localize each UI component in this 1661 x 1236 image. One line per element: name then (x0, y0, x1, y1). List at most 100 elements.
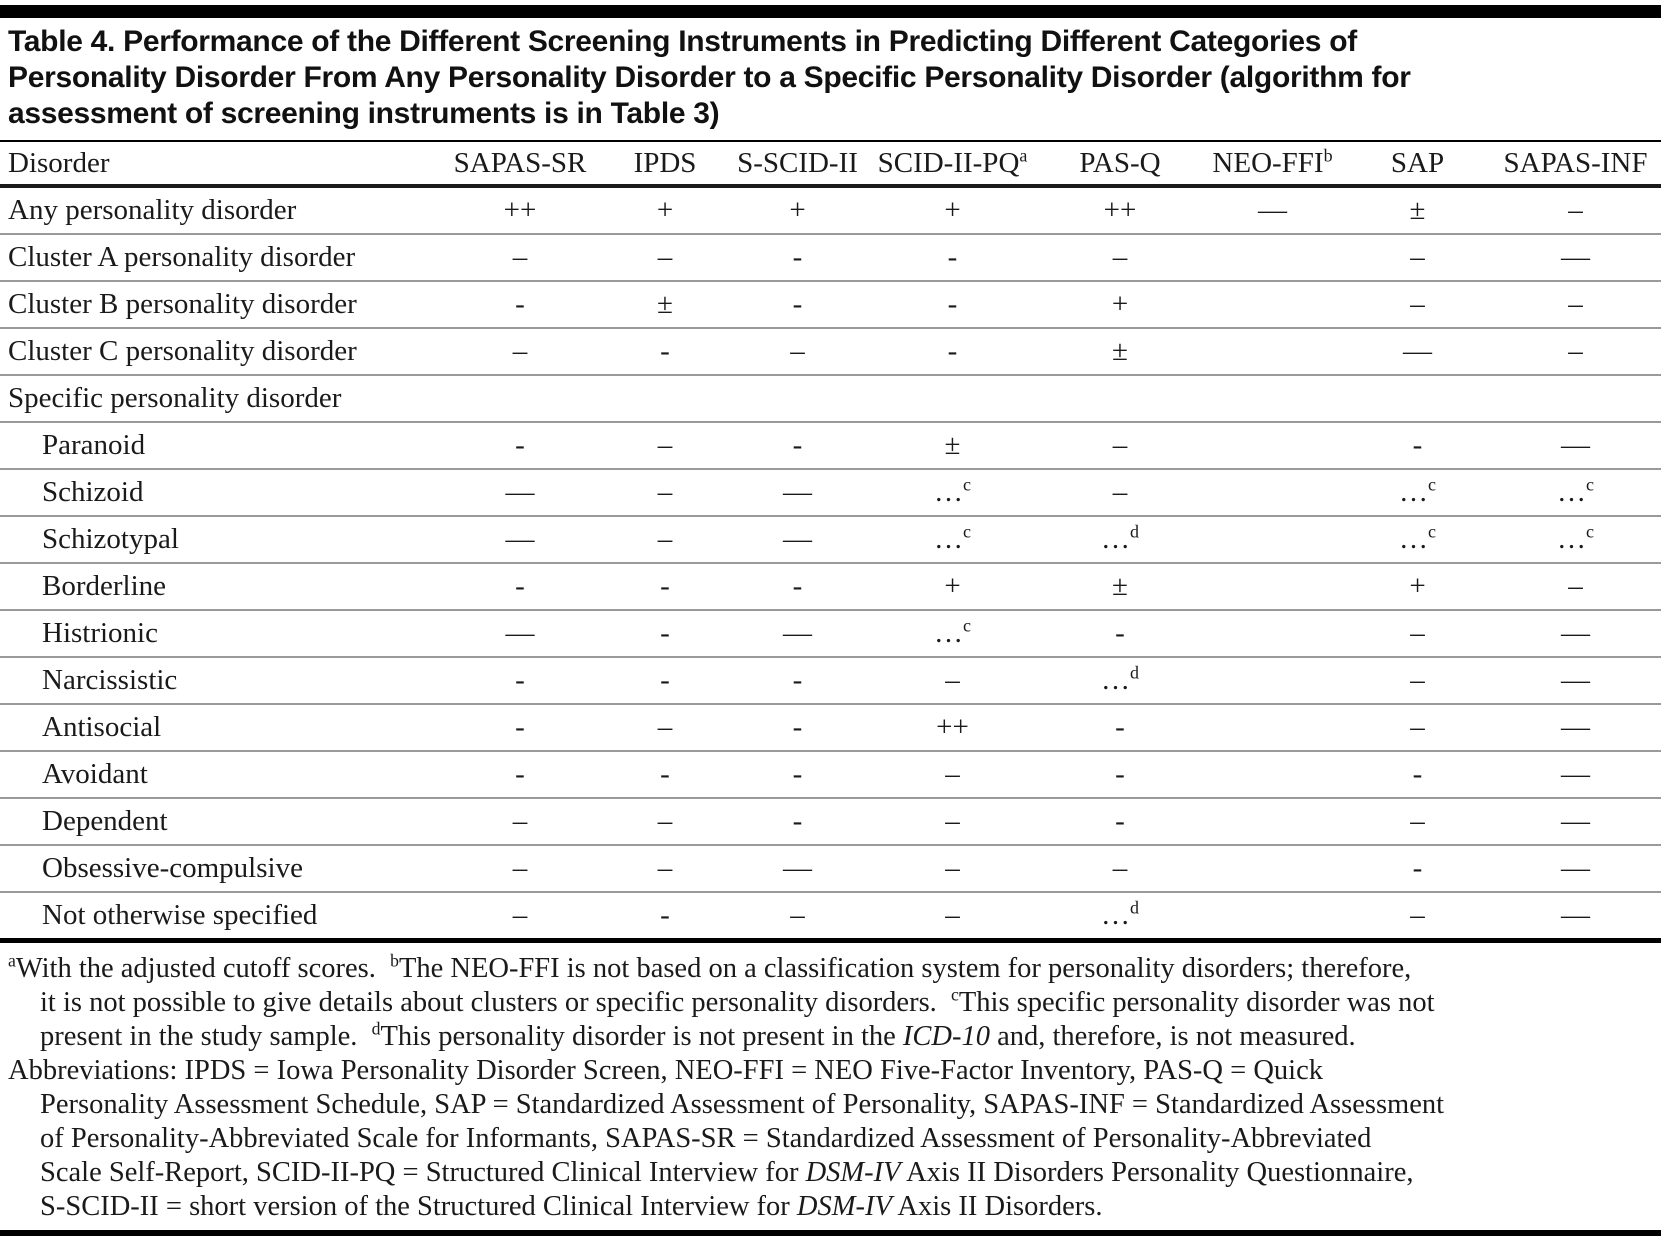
result-cell: – (1490, 281, 1661, 329)
footnote-line: Scale Self-Report, SCID-II-PQ = Structur… (40, 1157, 1414, 1188)
result-cell: - (1040, 798, 1200, 846)
result-cell (1200, 892, 1345, 941)
disorder-label: Histrionic (0, 610, 440, 658)
result-cell: - (1040, 610, 1200, 658)
table-title: Table 4. Performance of the Different Sc… (0, 18, 1661, 142)
result-cell (1200, 610, 1345, 658)
result-cell: - (600, 563, 730, 611)
result-cell: — (440, 469, 600, 517)
result-cell: + (865, 563, 1040, 611)
result-cell: — (1345, 328, 1490, 376)
result-cell: + (1040, 281, 1200, 329)
disorder-label: Paranoid (0, 422, 440, 470)
footnote-line: aWith the adjusted cutoff scores. bThe N… (8, 950, 1412, 984)
table-row: Any personality disorder ++ + + + ++ — ± – (0, 186, 1661, 235)
disorder-label: Obsessive-compulsive (0, 845, 440, 893)
result-cell: – (865, 751, 1040, 799)
table-row: Avoidant - - - – - - — (0, 751, 1661, 799)
screening-results-table: Disorder SAPAS-SR IPDS S-SCID-II SCID-II-PQa… (0, 142, 1661, 943)
title-line: Table 4. Performance of the Different Sc… (8, 25, 1357, 58)
result-cell: - (730, 281, 865, 329)
footnote-line: present in the study sample. dThis perso… (40, 1018, 1356, 1052)
result-cell: — (1561, 899, 1590, 931)
result-cell: – (440, 798, 600, 846)
result-cell (1200, 751, 1345, 799)
result-cell: - (600, 610, 730, 658)
disorder-label: Narcissistic (0, 657, 440, 705)
result-cell: ++ (865, 704, 1040, 752)
result-cell (1200, 375, 1345, 423)
result-cell: – (865, 657, 1040, 705)
result-cell: – (1345, 657, 1490, 705)
result-cell (1200, 422, 1345, 470)
disorder-label: Schizoid (0, 469, 440, 517)
result-cell: …c (865, 516, 1040, 564)
disorder-label: Specific personality disorder (0, 375, 440, 423)
result-cell: – (512, 899, 528, 931)
result-cell: - (1040, 751, 1200, 799)
disorder-label: Cluster B personality disorder (0, 281, 440, 329)
result-cell: …d (1040, 516, 1200, 564)
result-cell: - (660, 899, 670, 931)
result-cell: - (865, 328, 1040, 376)
result-cell: ++ (1040, 186, 1200, 235)
result-cell (1200, 516, 1345, 564)
column-header: SAPAS-INF (1490, 142, 1661, 188)
column-header: S-SCID-II (730, 142, 865, 188)
result-cell: + (1345, 563, 1490, 611)
result-cell: + (730, 186, 865, 235)
result-cell: - (600, 751, 730, 799)
top-rule (0, 5, 1661, 18)
table-row: Cluster C personality disorder – - – - ± — – (0, 328, 1661, 376)
footnote-line: Abbreviations: IPDS = Iowa Personality D… (8, 1055, 1323, 1086)
result-cell: – (600, 704, 730, 752)
result-cell: – (1040, 845, 1200, 893)
column-header: SCID-II-PQa (865, 142, 1040, 188)
result-cell: ± (1040, 328, 1200, 376)
table-row: Borderline - - - + ± + – (0, 563, 1661, 611)
result-cell: – (1040, 234, 1200, 282)
result-cell: – (1490, 186, 1661, 235)
result-cell: – (600, 469, 730, 517)
result-cell: — (1490, 657, 1661, 705)
result-cell (1200, 234, 1345, 282)
disorder-label: Dependent (0, 798, 440, 846)
result-cell: …c (1345, 469, 1490, 517)
disorder-label: Cluster C personality disorder (0, 328, 440, 376)
disorder-label: Borderline (0, 563, 440, 611)
title-line: Personality Disorder From Any Personalit… (8, 61, 1411, 94)
result-cell: – (1040, 469, 1200, 517)
result-cell: — (1490, 704, 1661, 752)
result-cell: — (1490, 751, 1661, 799)
disorder-label: Antisocial (0, 704, 440, 752)
column-header: PAS-Q (1040, 142, 1200, 188)
disorder-label: Avoidant (0, 751, 440, 799)
result-cell (1200, 798, 1345, 846)
table-figure: Table 4. Performance of the Different Sc… (0, 5, 1661, 1236)
table-body: Any personality disorder ++ + + + ++ — ± – Cluste… (0, 186, 1661, 941)
result-cell (1200, 704, 1345, 752)
result-cell (1200, 328, 1345, 376)
result-cell: - (440, 704, 600, 752)
result-cell: - (1345, 845, 1490, 893)
result-cell: - (730, 798, 865, 846)
result-cell: — (440, 610, 600, 658)
disorder-label: Cluster A personality disorder (0, 234, 440, 282)
table-header: Disorder SAPAS-SR IPDS S-SCID-II SCID-II-PQa… (0, 142, 1661, 188)
result-cell: – (790, 899, 805, 931)
disorder-label: Any personality disorder (0, 186, 440, 235)
result-cell: – (440, 328, 600, 376)
result-cell: – (1345, 234, 1490, 282)
section-row: Specific personality disorder (0, 375, 1661, 423)
table-row: Paranoid - – - ± – - — (0, 422, 1661, 470)
table-row: Schizoid — – — …c – …c …c (0, 469, 1661, 517)
result-cell: ± (1345, 186, 1490, 235)
column-header: SAP (1345, 142, 1490, 188)
result-cell: - (730, 563, 865, 611)
result-cell: – (440, 845, 600, 893)
column-header: Disorder (0, 142, 440, 188)
result-cell: - (440, 422, 600, 470)
result-cell: — (730, 845, 865, 893)
result-cell (1040, 375, 1200, 423)
result-cell: - (600, 657, 730, 705)
